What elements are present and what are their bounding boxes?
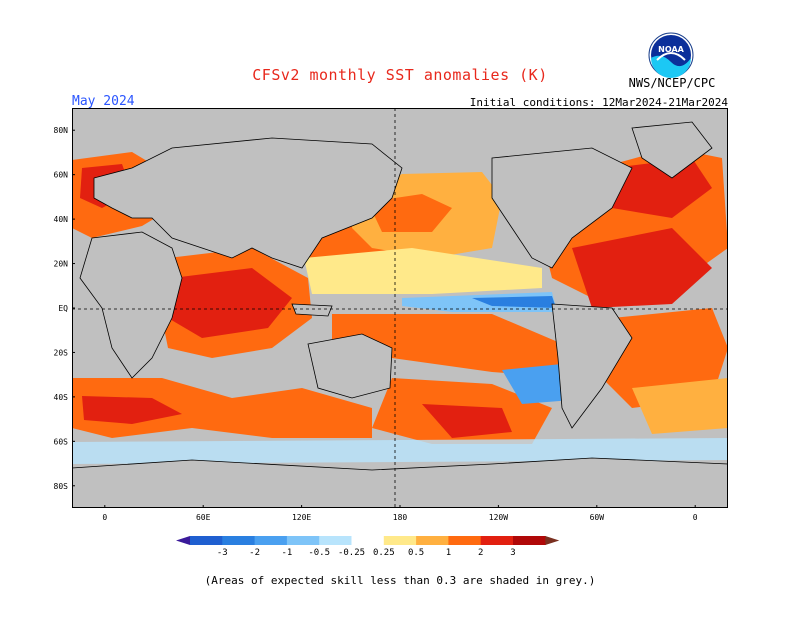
lat-label: 80S <box>54 482 69 491</box>
lat-label: 20N <box>54 260 69 269</box>
colorbar-cell <box>319 536 352 545</box>
lon-label: 0 <box>693 513 698 522</box>
colorbar-cell <box>286 536 320 545</box>
colorbar-cell <box>513 536 546 545</box>
landmass-australia <box>307 333 393 399</box>
colorbar: -3 -2 -1 -0.5 -0.25 0.25 0.5 1 2 3 <box>176 536 560 558</box>
anomaly-region-southern-ocean-west <box>72 378 372 438</box>
lat-label: 40S <box>54 393 69 402</box>
colorbar-tick-label: 0.5 <box>408 548 424 558</box>
noaa-logo-icon: NOAA <box>648 32 694 78</box>
colorbar-cell <box>254 536 288 545</box>
colorbar-tick-label: -2 <box>249 548 260 558</box>
skill-footnote: (Areas of expected skill less than 0.3 a… <box>204 574 596 587</box>
colorbar-cell <box>190 536 223 545</box>
lat-label: 60S <box>54 437 69 446</box>
anomaly-region-south-pacific-tropical <box>332 314 572 378</box>
logo-text: NOAA <box>658 45 684 54</box>
lon-label: 0 <box>102 513 107 522</box>
initial-conditions-label: Initial conditions: 12Mar2024-21Mar2024 <box>469 96 728 109</box>
lat-label: 60N <box>54 171 69 180</box>
colorbar-tick-label: 3 <box>510 548 515 558</box>
colorbar-cell <box>222 536 256 545</box>
colorbar-tick-label: 2 <box>478 548 483 558</box>
latitude-labels: 80N 60N 40N 20N EQ 20S 40S 60S 80S <box>54 126 75 491</box>
colorbar-cell <box>383 536 417 545</box>
colorbar-arrow-high <box>545 536 560 545</box>
lat-label: EQ <box>58 304 68 313</box>
anomaly-region-subtropical-north-pacific <box>304 248 542 294</box>
anomaly-region-tropical-atlantic <box>572 228 712 308</box>
agency-label: NWS/NCEP/CPC <box>628 76 716 90</box>
anomaly-region-southern-ocean-fringe <box>72 438 728 464</box>
colorbar-tick-label: -0.5 <box>308 548 330 558</box>
colorbar-arrow-low <box>176 536 190 545</box>
landmass-eurasia <box>93 137 403 269</box>
lon-label: 60E <box>196 513 211 522</box>
colorbar-tick-label: 1 <box>446 548 451 558</box>
landmass-africa <box>79 231 183 379</box>
colorbar-tick-label: -1 <box>281 548 292 558</box>
chart-title: CFSv2 monthly SST anomalies (K) <box>252 66 548 84</box>
lat-label: 80N <box>54 126 69 135</box>
anomaly-region-indian-ocean-core <box>168 268 292 338</box>
colorbar-tick-label: -0.25 <box>338 548 365 558</box>
lat-label: 40N <box>54 215 69 224</box>
landmass-antarctica <box>72 457 728 508</box>
colorbar-cell <box>480 536 514 545</box>
continents <box>72 121 728 508</box>
longitude-labels: 0 60E 120E 180 120W 60W 0 <box>102 505 698 522</box>
lon-label: 120W <box>489 513 508 522</box>
landmass-greenland <box>631 121 713 179</box>
lon-label: 60W <box>590 513 605 522</box>
lon-label: 120E <box>292 513 311 522</box>
landmass-south-america <box>551 303 633 429</box>
lon-label: 180 <box>393 513 408 522</box>
valid-month-label: May 2024 <box>72 94 135 109</box>
landmass-north-america <box>491 147 633 269</box>
colorbar-cell <box>351 536 385 545</box>
colorbar-cell <box>448 536 482 545</box>
anomaly-region-se-pacific-cold <box>502 364 572 404</box>
landmass-indonesia <box>291 303 333 317</box>
sst-anomaly-map: 80N 60N 40N 20N EQ 20S 40S 60S 80S 0 60E 120E 180 12… <box>54 108 728 522</box>
colorbar-cell <box>416 536 449 545</box>
colorbar-tick-label: -3 <box>217 548 228 558</box>
colorbar-tick-label: 0.25 <box>373 548 395 558</box>
lat-label: 20S <box>54 348 69 357</box>
